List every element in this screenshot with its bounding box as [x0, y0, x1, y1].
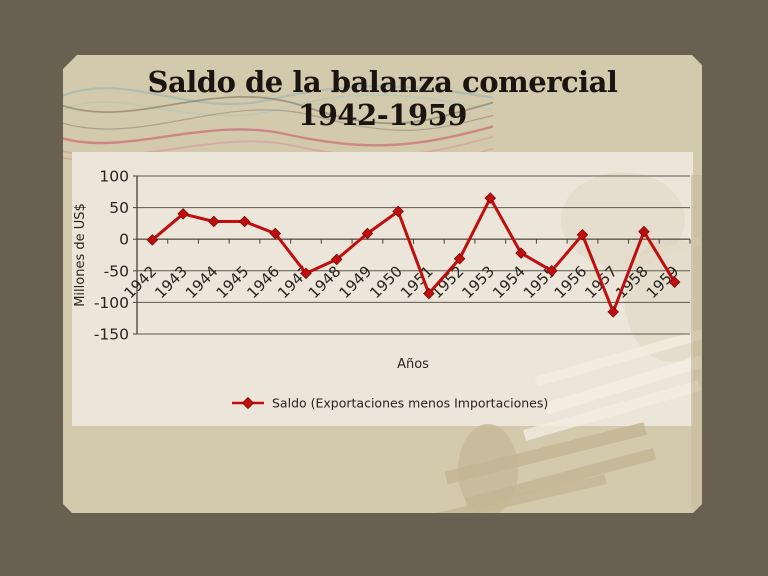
data-point: [545, 265, 558, 277]
x-tick-label: 1946: [243, 262, 283, 302]
data-point: [146, 234, 159, 246]
chart-generated: 100500-50-100-15019421943194419451946194…: [94, 168, 691, 344]
x-tick-label: 1956: [551, 262, 591, 302]
data-point: [668, 276, 681, 288]
data-point: [238, 215, 251, 228]
y-tick-label: 0: [119, 231, 129, 249]
x-tick-label: 1943: [151, 262, 191, 302]
x-tick-label: 1952: [428, 262, 468, 302]
title-line-2: 1942-1959: [298, 98, 467, 132]
data-point: [361, 227, 374, 240]
y-tick-label: -100: [94, 294, 129, 312]
y-tick-label: -150: [94, 326, 129, 344]
x-tick-label: 1949: [336, 262, 376, 302]
x-tick-label: 1947: [274, 262, 314, 302]
x-tick-label: 1948: [305, 262, 345, 302]
y-axis-title: Millones de US$: [73, 203, 88, 307]
x-tick-label: 1954: [489, 262, 529, 302]
data-point: [515, 247, 527, 259]
title-line-1: Saldo de la balanza comercial: [147, 65, 618, 99]
y-tick-label: -50: [104, 262, 129, 280]
data-point: [576, 229, 589, 241]
data-point: [638, 225, 650, 238]
x-tick-label: 1950: [366, 262, 406, 302]
data-point: [392, 205, 404, 218]
data-point: [208, 215, 220, 228]
y-tick-label: 50: [109, 199, 129, 217]
data-point: [177, 208, 189, 220]
x-axis-title: Años: [397, 357, 429, 372]
x-tick-label: 1944: [182, 262, 222, 302]
data-point: [269, 227, 282, 240]
data-point: [607, 306, 619, 318]
data-point: [300, 267, 312, 280]
chart-legend: Saldo (Exportaciones menos Importaciones…: [232, 396, 548, 411]
legend-diamond-icon: [241, 396, 255, 410]
legend-series-label: Saldo (Exportaciones menos Importaciones…: [272, 396, 548, 411]
x-tick-label: 1953: [458, 262, 498, 302]
data-point: [423, 287, 435, 300]
page-title: Saldo de la balanza comercial 1942-1959: [63, 66, 702, 132]
content-panel: Saldo de la balanza comercial 1942-1959 …: [63, 55, 702, 513]
data-point: [453, 253, 466, 265]
trade-balance-chart: 100500-50-100-15019421943194419451946194…: [73, 168, 691, 411]
x-tick-label: 1945: [213, 262, 253, 302]
y-tick-label: 100: [99, 168, 129, 186]
data-point: [330, 253, 343, 266]
data-point: [484, 192, 497, 204]
